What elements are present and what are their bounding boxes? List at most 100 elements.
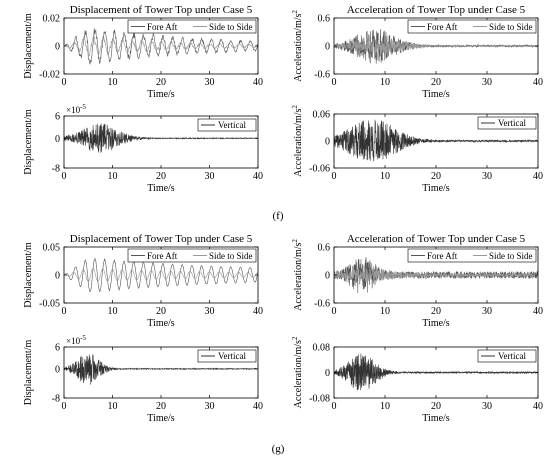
- legend-label: Fore Aft: [427, 251, 458, 261]
- series-line-vertical: [334, 119, 538, 162]
- y-tick-label: 0: [325, 368, 330, 379]
- series-line-fore-aft: [64, 257, 258, 293]
- y-axis-label: Acceleration/m/s2: [291, 239, 304, 311]
- x-tick-label: 20: [156, 77, 166, 88]
- y-exponent-label: ×10-5: [66, 334, 86, 346]
- legend-label: Fore Aft: [427, 22, 458, 32]
- series-line-vertical: [64, 354, 258, 385]
- y-axis-label: Displacement/m: [23, 242, 34, 308]
- y-tick-label: -0.6: [314, 299, 330, 310]
- x-tick-label: 20: [156, 401, 166, 412]
- x-tick-label: 10: [380, 401, 390, 412]
- series-line-vertical: [334, 353, 538, 391]
- x-tick-label: 40: [533, 77, 543, 88]
- y-tick-label: 0: [325, 271, 330, 282]
- legend-label: Vertical: [498, 118, 526, 128]
- x-tick-label: 20: [431, 401, 441, 412]
- legend-box: [127, 19, 257, 34]
- x-tick-label: 40: [533, 401, 543, 412]
- panel-label: (g): [272, 443, 285, 455]
- series-line-side-to-side: [334, 268, 538, 282]
- legend: Vertical: [477, 116, 537, 130]
- x-tick-label: 40: [533, 306, 543, 317]
- x-axis-label: Time/s: [422, 183, 450, 194]
- legend-label: Fore Aft: [147, 22, 178, 32]
- y-axis-label: Acceleration/m/s2: [291, 105, 304, 177]
- x-axis-label: Time/s: [422, 413, 450, 424]
- chart-title: Acceleration of Tower Top under Case 5: [347, 4, 526, 16]
- x-tick-label: 40: [253, 171, 263, 182]
- x-axis-label: Time/s: [147, 413, 175, 424]
- series-line-vertical: [64, 123, 258, 153]
- y-tick-label: -8: [52, 164, 60, 175]
- x-tick-label: 30: [482, 306, 492, 317]
- x-tick-label: 30: [482, 77, 492, 88]
- y-tick-label: -0.06: [309, 164, 330, 175]
- legend: Fore Aft Side to Side: [407, 19, 537, 34]
- y-tick-label: -0.6: [314, 70, 330, 81]
- series-line-side-to-side: [64, 268, 258, 283]
- x-tick-label: 10: [108, 306, 118, 317]
- y-axis-label: Displacement/m: [23, 13, 34, 79]
- x-tick-label: 30: [205, 77, 215, 88]
- x-tick-label: 10: [380, 171, 390, 182]
- y-tick-label: 0: [325, 42, 330, 53]
- y-tick-label: 6: [55, 343, 60, 354]
- y-tick-label: 0.06: [313, 110, 331, 121]
- y-tick-label: -8: [52, 394, 60, 405]
- x-axis-label: Time/s: [422, 89, 450, 100]
- y-axis-label: Displacement/m: [23, 340, 34, 406]
- legend-label: Side to Side: [209, 251, 253, 261]
- y-tick-label: 0: [55, 364, 60, 375]
- x-tick-label: 10: [108, 401, 118, 412]
- x-tick-label: 0: [332, 306, 337, 317]
- legend: Fore Aft Side to Side: [127, 19, 257, 34]
- legend-label: Vertical: [498, 351, 526, 361]
- series-line-side-to-side: [64, 35, 258, 57]
- y-axis-label: Displacement/m: [23, 109, 34, 175]
- y-tick-label: 0.02: [43, 14, 61, 25]
- series-line-side-to-side: [334, 38, 538, 54]
- chart-0: Displacement of Tower Top under Case 5 0 1…: [23, 4, 263, 100]
- chart-7: 0 10 20 30 40-0.0800.08Time/sAcceleration/m/…: [291, 336, 543, 424]
- series-line-fore-aft: [64, 28, 258, 65]
- legend-label: Fore Aft: [147, 251, 178, 261]
- x-tick-label: 30: [482, 171, 492, 182]
- y-tick-label: 0.08: [313, 343, 331, 354]
- y-exponent-label: ×10-5: [66, 103, 86, 115]
- chart-title: Displacement of Tower Top under Case 5: [70, 233, 253, 245]
- legend-label: Side to Side: [489, 251, 533, 261]
- legend-box: [407, 248, 537, 263]
- legend: Fore Aft Side to Side: [127, 248, 257, 263]
- x-tick-label: 40: [253, 77, 263, 88]
- panel-label: (f): [273, 210, 284, 222]
- x-axis-label: Time/s: [422, 318, 450, 329]
- x-tick-label: 10: [108, 171, 118, 182]
- legend-label: Vertical: [218, 120, 246, 130]
- chart-1: Acceleration of Tower Top under Case 5 0 1…: [291, 4, 543, 100]
- y-tick-label: -0.02: [39, 70, 60, 81]
- x-tick-label: 20: [431, 171, 441, 182]
- x-tick-label: 0: [62, 77, 67, 88]
- x-tick-label: 0: [62, 401, 67, 412]
- chart-title: Acceleration of Tower Top under Case 5: [347, 233, 526, 245]
- legend: Vertical: [477, 349, 537, 363]
- legend-box: [407, 19, 537, 34]
- x-axis-label: Time/s: [147, 318, 175, 329]
- y-tick-label: 0.6: [318, 243, 331, 254]
- x-tick-label: 20: [431, 77, 441, 88]
- x-tick-label: 40: [253, 401, 263, 412]
- legend-box: [197, 118, 257, 132]
- y-axis-label: Acceleration/m/s2: [291, 10, 304, 82]
- y-tick-label: 0: [55, 134, 60, 145]
- chart-3: 0 10 20 30 40-0.0600.06Time/sAcceleration/m/…: [291, 105, 543, 194]
- x-tick-label: 0: [332, 77, 337, 88]
- x-tick-label: 20: [156, 306, 166, 317]
- x-tick-label: 30: [205, 306, 215, 317]
- legend: Vertical: [197, 349, 257, 363]
- y-tick-label: 6: [55, 112, 60, 123]
- x-tick-label: 30: [482, 401, 492, 412]
- y-tick-label: 0.6: [318, 14, 331, 25]
- x-tick-label: 40: [253, 306, 263, 317]
